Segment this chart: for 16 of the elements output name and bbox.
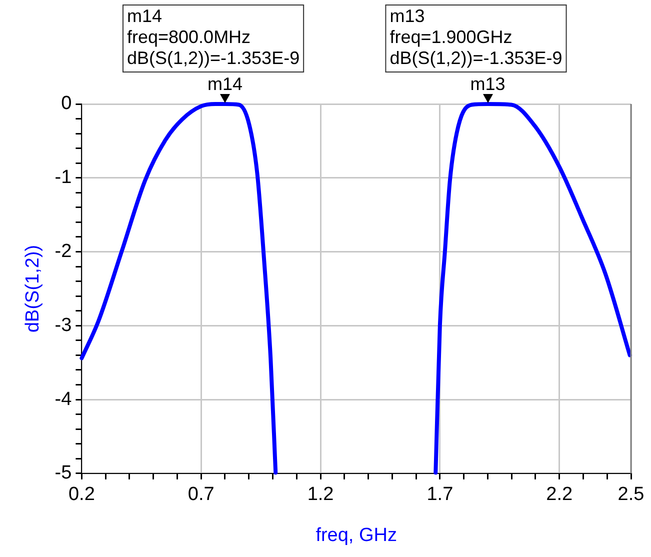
y-tick-label: 0	[61, 93, 72, 114]
x-tick-label: 0.7	[188, 484, 214, 506]
x-tick-label: 2.2	[546, 484, 573, 506]
x-tick-label: 1.7	[426, 484, 454, 506]
x-tick-label: 2.5	[618, 484, 644, 506]
x-axis-title: freq, GHz	[316, 524, 398, 546]
y-axis-title: dB(S(1,2))	[22, 244, 44, 333]
annotation: m14	[207, 74, 242, 94]
y-tick-label: -2	[54, 240, 72, 262]
x-tick-label: 0.2	[68, 484, 95, 506]
annotation: m13	[470, 74, 506, 94]
y-tick-label: -4	[54, 388, 72, 410]
y-tick-label: -3	[54, 314, 72, 336]
y-tick-label: -5	[54, 462, 72, 484]
x-tick-label: 1.2	[307, 484, 334, 506]
y-tick-label: -1	[54, 167, 72, 188]
